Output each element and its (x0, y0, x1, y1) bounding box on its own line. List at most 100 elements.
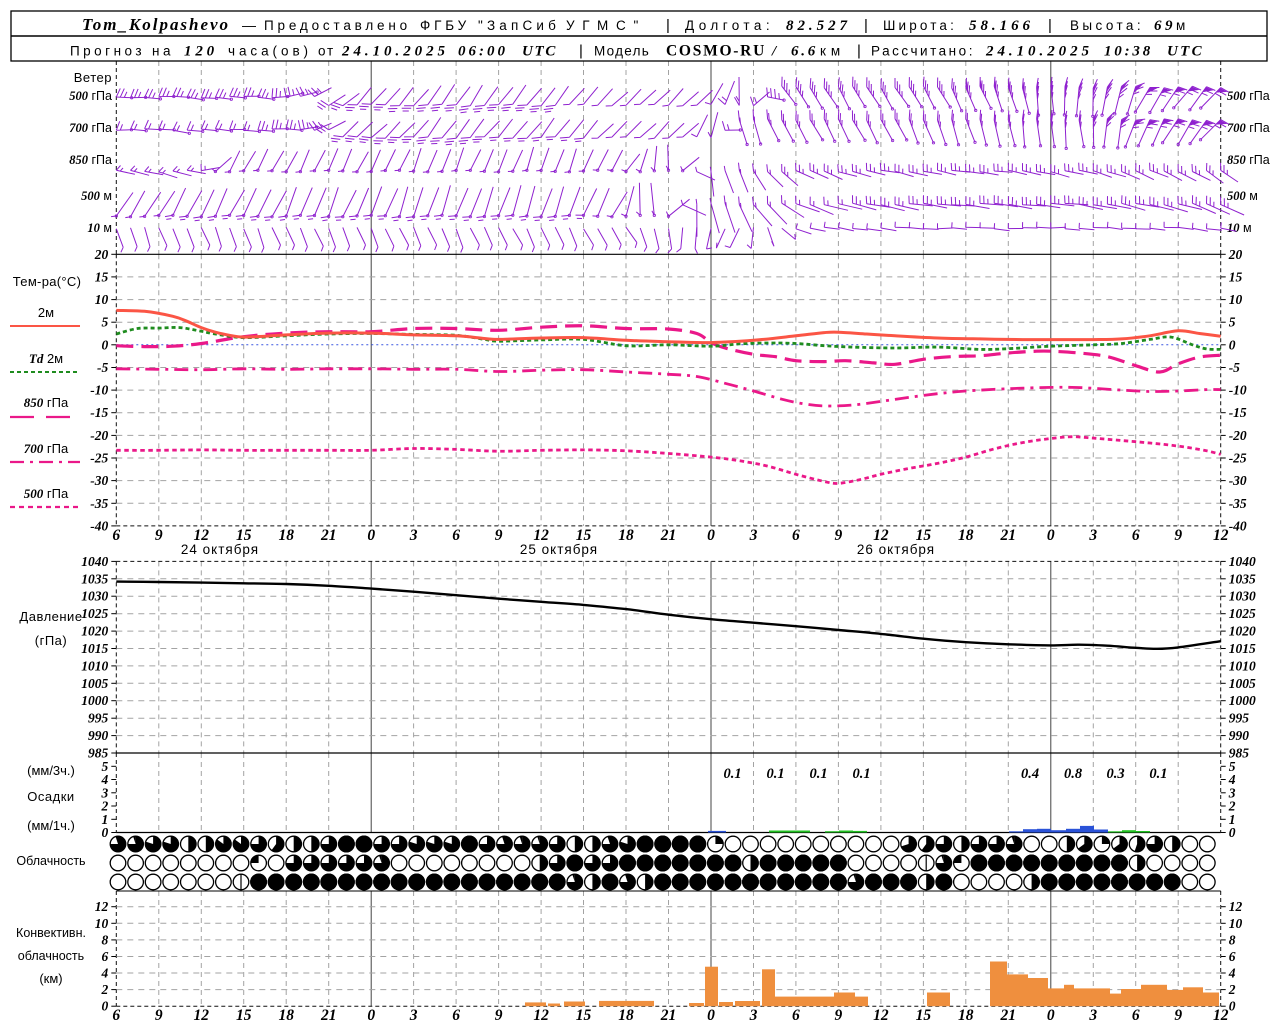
svg-text:Долгота:: Долгота: (685, 18, 774, 33)
svg-text:(гПа): (гПа) (35, 633, 67, 648)
svg-text:0: 0 (1229, 337, 1236, 352)
svg-text:850 гПа: 850 гПа (1227, 153, 1270, 167)
svg-text:21: 21 (320, 1007, 337, 1024)
svg-text:6: 6 (102, 949, 109, 964)
svg-text:Высота:: Высота: (1070, 18, 1144, 33)
svg-text:700 гПа: 700 гПа (24, 441, 69, 456)
svg-text:3: 3 (1088, 1007, 1097, 1024)
svg-text:9: 9 (155, 1007, 163, 1024)
svg-text:-35: -35 (90, 496, 108, 511)
svg-text:1000: 1000 (1229, 693, 1256, 708)
svg-text:1005: 1005 (1229, 676, 1256, 691)
svg-text:1: 1 (1229, 812, 1236, 827)
svg-text:24.10.2025: 24.10.2025 (985, 44, 1093, 60)
svg-text:часа(ов): часа(ов) (228, 44, 312, 59)
svg-text:985: 985 (88, 746, 109, 761)
svg-text:1015: 1015 (81, 641, 108, 656)
svg-text:990: 990 (1229, 728, 1250, 743)
svg-text:10: 10 (95, 292, 109, 307)
svg-text:|: | (666, 17, 671, 34)
svg-text:4: 4 (101, 966, 109, 981)
svg-text:(мм/3ч.): (мм/3ч.) (27, 763, 75, 778)
svg-text:1040: 1040 (81, 554, 108, 569)
svg-text:995: 995 (88, 711, 109, 726)
svg-text:850 гПа: 850 гПа (69, 153, 112, 167)
svg-text:6: 6 (792, 1007, 800, 1024)
svg-text:Осадки: Осадки (27, 789, 74, 804)
svg-text:-10: -10 (90, 383, 108, 398)
svg-text:6: 6 (1132, 1007, 1140, 1024)
svg-text:на: на (152, 44, 174, 59)
svg-text:58.166: 58.166 (969, 18, 1034, 34)
svg-text:9: 9 (835, 1007, 843, 1024)
svg-text:-20: -20 (1229, 428, 1247, 443)
svg-text:20: 20 (1228, 247, 1243, 262)
svg-text:-10: -10 (1229, 383, 1247, 398)
svg-text:15: 15 (916, 1007, 932, 1024)
svg-text:4: 4 (1228, 966, 1236, 981)
svg-text:Прогноз: Прогноз (70, 44, 145, 59)
svg-text:10: 10 (95, 916, 109, 931)
svg-text:21: 21 (320, 527, 337, 544)
svg-text:12: 12 (1213, 1007, 1229, 1024)
svg-text:8: 8 (102, 932, 109, 947)
svg-text:1000: 1000 (81, 693, 108, 708)
svg-text:9: 9 (1174, 527, 1182, 544)
svg-text:2м: 2м (38, 305, 54, 320)
svg-text:0: 0 (1229, 999, 1236, 1014)
svg-text:/: / (771, 44, 784, 60)
svg-text:12: 12 (95, 899, 109, 914)
svg-text:|: | (857, 43, 862, 60)
svg-text:700 гПа: 700 гПа (69, 121, 112, 135)
svg-text:Tom_Kolpashevo: Tom_Kolpashevo (82, 15, 230, 34)
svg-text:12: 12 (533, 1007, 549, 1024)
svg-text:-15: -15 (1229, 405, 1247, 420)
svg-text:500 гПа: 500 гПа (24, 486, 69, 501)
svg-text:2: 2 (1228, 799, 1236, 814)
svg-text:1020: 1020 (1229, 624, 1256, 639)
svg-text:0: 0 (102, 999, 109, 1014)
svg-text:-20: -20 (90, 428, 108, 443)
svg-text:Предоставлено: Предоставлено (264, 18, 411, 33)
svg-text:1010: 1010 (1229, 658, 1256, 673)
svg-text:12: 12 (194, 527, 210, 544)
svg-text:ФГБУ: ФГБУ (420, 18, 470, 33)
svg-text:3: 3 (409, 1007, 418, 1024)
svg-text:|: | (864, 17, 869, 34)
svg-text:10:38: 10:38 (1104, 44, 1153, 60)
svg-text:|: | (579, 43, 584, 60)
svg-text:-25: -25 (90, 451, 108, 466)
svg-text:3: 3 (749, 1007, 758, 1024)
svg-text:15: 15 (236, 1007, 252, 1024)
svg-text:UTC: UTC (522, 44, 557, 60)
svg-text:1010: 1010 (81, 658, 108, 673)
svg-text:25 октября: 25 октября (520, 542, 598, 557)
svg-text:24 октября: 24 октября (181, 542, 259, 557)
svg-text:Тем-ра(°C): Тем-ра(°C) (13, 274, 81, 289)
svg-text:5: 5 (102, 759, 109, 774)
svg-text:850 гПа: 850 гПа (24, 395, 69, 410)
svg-text:21: 21 (1000, 1007, 1017, 1024)
svg-text:06:00: 06:00 (458, 44, 508, 60)
svg-text:-15: -15 (90, 405, 108, 420)
svg-text:69: 69 (1154, 18, 1176, 34)
svg-text:15: 15 (1229, 269, 1243, 284)
svg-text:10: 10 (1229, 916, 1243, 931)
svg-text:1030: 1030 (81, 589, 108, 604)
svg-text:0: 0 (1047, 527, 1055, 544)
svg-text:Ветер: Ветер (74, 70, 112, 85)
svg-text:5: 5 (1229, 315, 1236, 330)
svg-text:9: 9 (495, 527, 503, 544)
svg-text:|: | (1048, 17, 1053, 34)
svg-text:12: 12 (533, 527, 549, 544)
svg-text:Рассчитано:: Рассчитано: (871, 44, 975, 59)
svg-text:990: 990 (88, 728, 109, 743)
svg-text:-30: -30 (90, 473, 108, 488)
svg-text:995: 995 (1229, 711, 1250, 726)
svg-text:0.1: 0.1 (852, 766, 870, 782)
svg-text:0: 0 (1229, 825, 1236, 840)
svg-text:5: 5 (102, 315, 109, 330)
svg-text:12: 12 (1229, 899, 1243, 914)
svg-text:500 м: 500 м (81, 189, 112, 203)
svg-text:1020: 1020 (81, 624, 108, 639)
